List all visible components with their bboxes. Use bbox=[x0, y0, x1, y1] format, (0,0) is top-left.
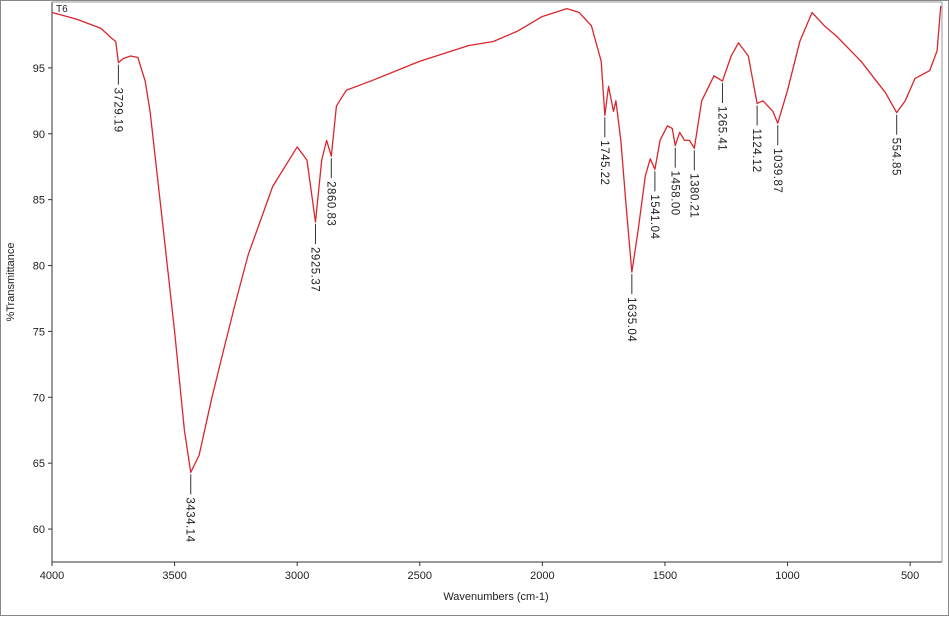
peak-label: 1124.12 bbox=[750, 128, 762, 172]
y-tick-label: 95 bbox=[33, 63, 45, 75]
y-tick-label: 90 bbox=[33, 129, 45, 141]
y-tick-label: 75 bbox=[33, 326, 45, 338]
peak-label: 2860.83 bbox=[324, 181, 336, 226]
peak-label: 2925.37 bbox=[308, 247, 320, 292]
peak-label: 3434.14 bbox=[184, 497, 196, 542]
peak-label: 1541.04 bbox=[648, 194, 660, 239]
x-axis-label: Wavenumbers (cm-1) bbox=[443, 591, 548, 603]
peak-label: 1635.04 bbox=[625, 297, 637, 342]
y-tick-label: 80 bbox=[33, 261, 45, 273]
y-tick-label: 70 bbox=[33, 392, 45, 404]
peak-label: 1458.00 bbox=[668, 171, 680, 216]
peak-label: 1265.41 bbox=[715, 106, 727, 151]
x-tick-label: 500 bbox=[901, 570, 919, 582]
y-axis-label: %Transmittance bbox=[5, 242, 17, 321]
x-tick-label: 1000 bbox=[775, 570, 799, 582]
y-tick-label: 60 bbox=[33, 524, 45, 536]
x-tick-label: 1500 bbox=[653, 570, 677, 582]
y-tick-label: 65 bbox=[33, 458, 45, 470]
sample-label: T6 bbox=[56, 4, 68, 15]
x-tick-label: 3500 bbox=[162, 570, 186, 582]
peak-label: 554.85 bbox=[890, 138, 902, 176]
x-tick-label: 4000 bbox=[40, 570, 64, 582]
peak-label: 3729.19 bbox=[111, 88, 123, 133]
x-tick-label: 2000 bbox=[530, 570, 554, 582]
y-tick-label: 85 bbox=[33, 195, 45, 207]
x-tick-label: 2500 bbox=[408, 570, 432, 582]
peak-label: 1745.22 bbox=[598, 140, 610, 185]
spectrum-line bbox=[51, 5, 942, 474]
peak-label: 1380.21 bbox=[687, 173, 699, 218]
x-tick-label: 3000 bbox=[285, 570, 309, 582]
peak-label: 1039.87 bbox=[771, 148, 783, 193]
